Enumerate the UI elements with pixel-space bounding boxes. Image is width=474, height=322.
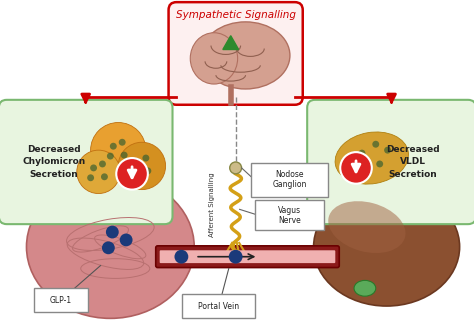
Circle shape	[384, 147, 391, 154]
Circle shape	[116, 158, 148, 190]
Circle shape	[229, 250, 243, 264]
FancyBboxPatch shape	[0, 100, 173, 224]
Ellipse shape	[190, 33, 237, 84]
Circle shape	[101, 173, 108, 180]
Circle shape	[174, 250, 188, 264]
Text: Sympathetic Signalling: Sympathetic Signalling	[176, 10, 296, 20]
Circle shape	[358, 150, 365, 156]
Circle shape	[130, 168, 137, 175]
Circle shape	[356, 165, 364, 171]
Circle shape	[106, 226, 118, 239]
Circle shape	[99, 160, 106, 167]
Circle shape	[118, 142, 165, 190]
Ellipse shape	[93, 175, 147, 210]
FancyBboxPatch shape	[251, 163, 328, 196]
Circle shape	[77, 150, 120, 194]
FancyBboxPatch shape	[169, 2, 303, 105]
Circle shape	[230, 162, 242, 174]
Circle shape	[90, 165, 97, 171]
FancyBboxPatch shape	[255, 201, 324, 230]
Circle shape	[134, 158, 140, 166]
Circle shape	[120, 233, 133, 246]
Text: GLP-1: GLP-1	[50, 296, 72, 305]
Circle shape	[372, 141, 379, 148]
Text: Decreased
Chylomicron
Secretion: Decreased Chylomicron Secretion	[22, 145, 86, 179]
Ellipse shape	[335, 132, 409, 184]
FancyBboxPatch shape	[156, 246, 339, 268]
Ellipse shape	[328, 201, 406, 253]
Ellipse shape	[354, 280, 376, 296]
Text: Nodose
Ganglion: Nodose Ganglion	[273, 170, 307, 189]
Ellipse shape	[201, 22, 290, 89]
Ellipse shape	[314, 188, 460, 306]
FancyBboxPatch shape	[307, 100, 474, 224]
Circle shape	[107, 153, 114, 159]
Text: Vagus
Nerve: Vagus Nerve	[278, 205, 301, 225]
Circle shape	[87, 174, 94, 181]
FancyBboxPatch shape	[35, 288, 88, 312]
Circle shape	[121, 152, 128, 158]
FancyBboxPatch shape	[160, 250, 335, 263]
Circle shape	[118, 139, 126, 146]
FancyBboxPatch shape	[182, 294, 255, 318]
Circle shape	[376, 160, 383, 167]
Text: Afferent Signalling: Afferent Signalling	[209, 172, 215, 237]
Polygon shape	[223, 36, 238, 50]
Circle shape	[102, 242, 115, 254]
Circle shape	[91, 123, 146, 178]
Text: Decreased
VLDL
Secretion: Decreased VLDL Secretion	[386, 145, 440, 179]
Circle shape	[340, 152, 372, 184]
Circle shape	[145, 167, 151, 174]
Circle shape	[142, 155, 149, 162]
Ellipse shape	[27, 175, 194, 318]
Circle shape	[110, 143, 117, 150]
Text: Portal Vein: Portal Vein	[198, 301, 239, 310]
